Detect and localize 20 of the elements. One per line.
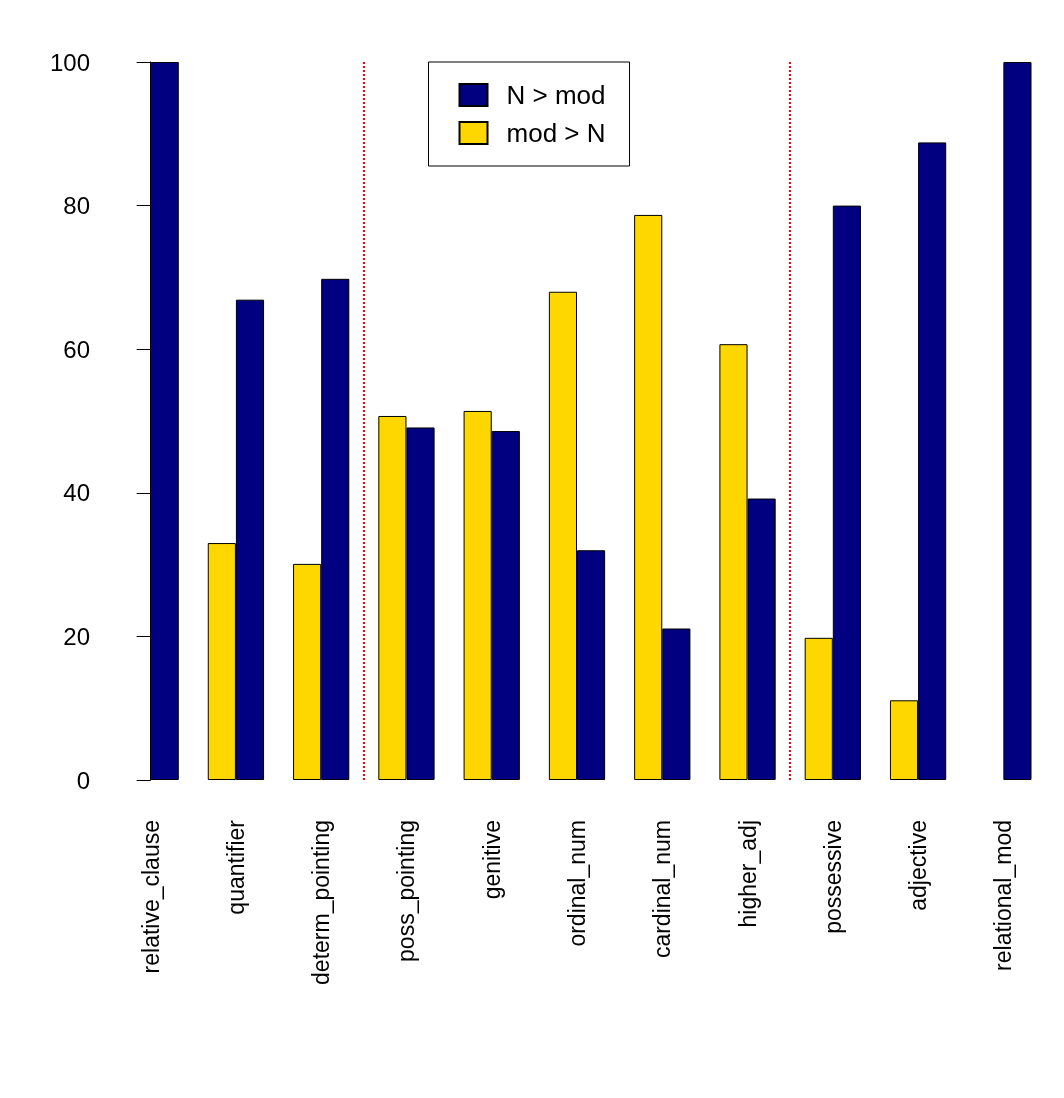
y-tick-label: 80 [63,192,90,220]
legend-label: mod > N [506,118,606,148]
x-tick-label: genitive [478,820,505,900]
x-tick-label: determ_pointing [308,820,335,985]
x-tick-label: quantifier [222,819,249,915]
x-tick-label: ordinal_num [564,820,590,947]
y-tick-label: 40 [63,479,90,507]
x-tick-label: relational_mod [990,820,1017,971]
x-tick-label: possessive [819,820,846,934]
x-tick-label: relative_clause [137,820,164,974]
x-tick-label: higher_adj [734,820,761,928]
y-tick-label: 20 [63,622,90,650]
x-tick-label: adjective [905,820,932,911]
bar [1003,62,1032,780]
y-tick-label: 100 [49,48,90,76]
legend-label: N > mod [506,80,606,110]
x-tick-label: cardinal_num [649,820,676,959]
y-tick-label: 60 [63,335,90,363]
x-tick-label: poss_pointing [393,820,420,962]
y-tick-label: 0 [76,766,90,794]
